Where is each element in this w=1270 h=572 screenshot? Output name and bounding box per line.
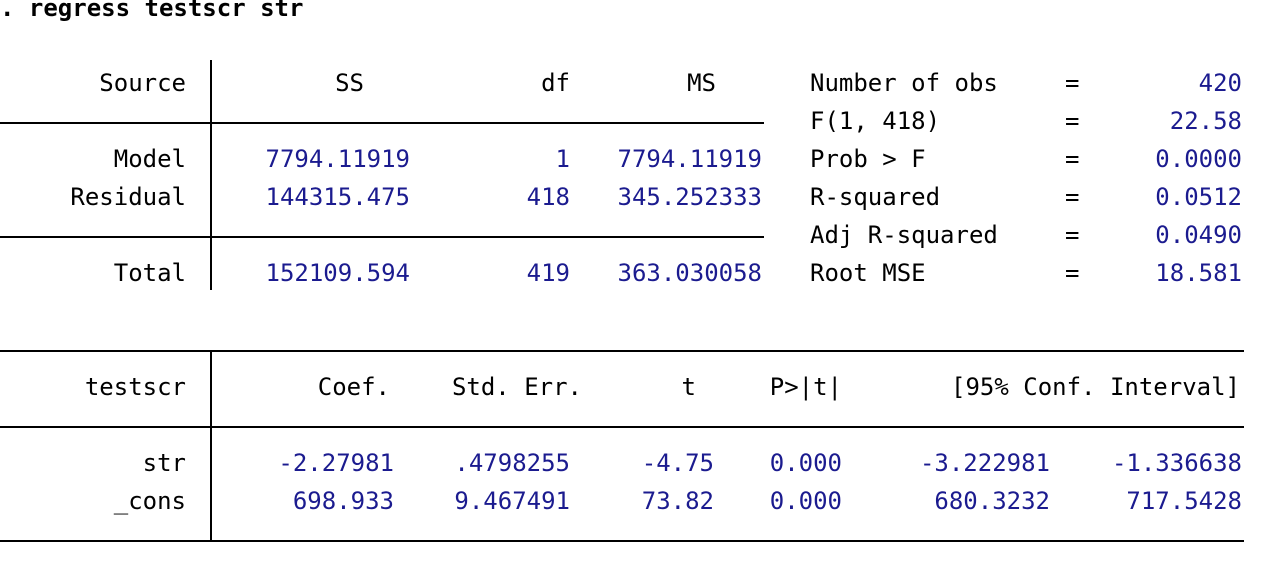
- coef-p-str: 0.000: [769, 449, 842, 477]
- anova-ss-residual: 144315.475: [265, 183, 411, 211]
- anova-source-total: Total: [113, 259, 186, 287]
- coef-t-str: -4.75: [641, 449, 714, 477]
- anova-ms-total: 363.030058: [617, 259, 763, 287]
- coef-header-se: Std. Err.: [451, 373, 582, 401]
- coef-ci-hi-str: -1.336638: [1111, 449, 1242, 477]
- coef-top-rule: [0, 350, 1244, 352]
- coef-var-str: str: [142, 449, 186, 477]
- anova-header-source: Source: [99, 69, 186, 97]
- command-line: . regress testscr str: [0, 0, 304, 22]
- anova-ms-model: 7794.11919: [617, 145, 763, 173]
- coef-header-p: P>|t|: [769, 373, 842, 401]
- anova-ms-residual: 345.252333: [617, 183, 763, 211]
- coef-column-divider: [210, 350, 212, 540]
- coef-se-str: .4798255: [454, 449, 570, 477]
- anova-ss-total: 152109.594: [265, 259, 411, 287]
- stat-equals: =: [1065, 69, 1080, 97]
- stat-value-f: 22.58: [1169, 107, 1242, 135]
- stat-equals: =: [1065, 145, 1080, 173]
- coef-header-rule: [0, 426, 1244, 428]
- coef-se-cons: 9.467491: [454, 487, 570, 515]
- coef-bottom-rule: [0, 540, 1244, 542]
- coef-value-str: -2.27981: [278, 449, 394, 477]
- coef-value-cons: 698.933: [292, 487, 394, 515]
- anova-df-residual: 418: [526, 183, 570, 211]
- stat-label: R-squared: [810, 183, 941, 211]
- stat-value-rmse: 18.581: [1155, 259, 1242, 287]
- stat-label: F(1, 418): [810, 107, 941, 135]
- coef-header-ci: [95% Conf. Interval]: [951, 373, 1240, 401]
- coef-var-cons: _cons: [113, 487, 186, 515]
- stat-label: Prob > F: [810, 145, 926, 173]
- coef-ci-lo-str: -3.222981: [919, 449, 1050, 477]
- anova-source-residual: Residual: [70, 183, 186, 211]
- anova-ss-model: 7794.11919: [265, 145, 411, 173]
- stat-value-probf: 0.0000: [1155, 145, 1242, 173]
- anova-header-rule: [0, 122, 764, 124]
- coef-t-cons: 73.82: [641, 487, 714, 515]
- stat-equals: =: [1065, 183, 1080, 211]
- stat-value-nobs: 420: [1198, 69, 1242, 97]
- coef-ci-hi-cons: 717.5428: [1126, 487, 1242, 515]
- anova-source-model: Model: [113, 145, 186, 173]
- coef-header-var: testscr: [84, 373, 186, 401]
- stat-label: Adj R-squared: [810, 221, 998, 249]
- stat-label: Root MSE: [810, 259, 926, 287]
- anova-header-df: df: [541, 69, 570, 97]
- anova-df-total: 419: [526, 259, 570, 287]
- anova-header-ss: SS: [335, 69, 364, 97]
- stat-value-r2: 0.0512: [1155, 183, 1242, 211]
- anova-column-divider: [210, 60, 212, 290]
- coef-p-cons: 0.000: [769, 487, 842, 515]
- stat-equals: =: [1065, 221, 1080, 249]
- coef-header-t: t: [681, 373, 696, 401]
- anova-df-model: 1: [555, 145, 570, 173]
- stat-label: Number of obs: [810, 69, 998, 97]
- anova-total-rule: [0, 236, 764, 238]
- coef-ci-lo-cons: 680.3232: [934, 487, 1050, 515]
- stat-equals: =: [1065, 107, 1080, 135]
- anova-header-ms: MS: [687, 69, 716, 97]
- coef-header-coef: Coef.: [317, 373, 390, 401]
- stat-value-adjr2: 0.0490: [1155, 221, 1242, 249]
- stat-equals: =: [1065, 259, 1080, 287]
